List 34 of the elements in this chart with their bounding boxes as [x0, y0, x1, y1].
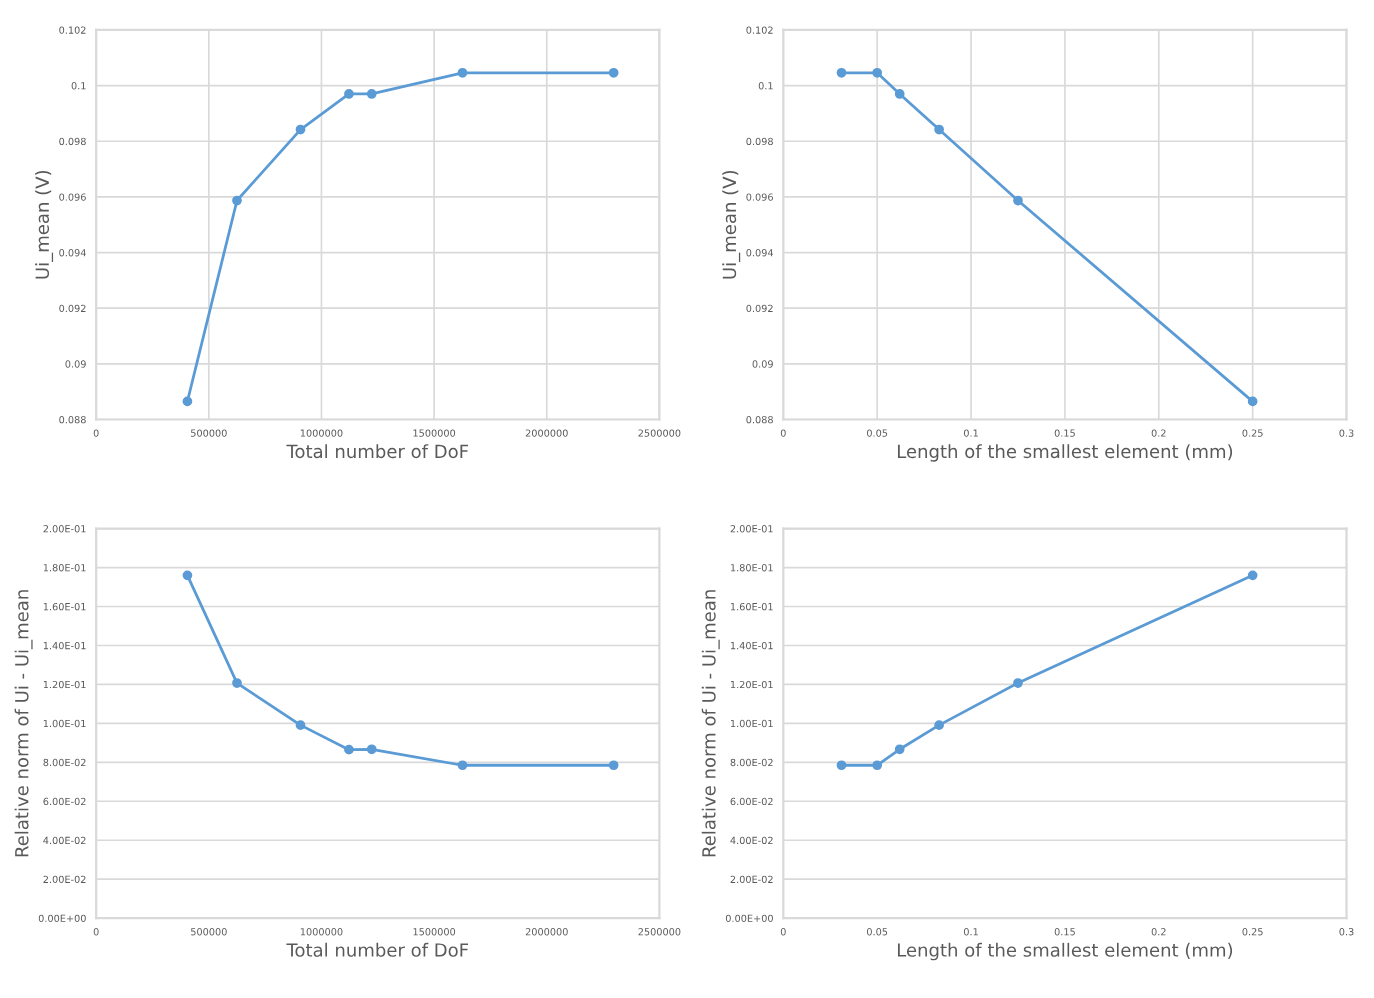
point [344, 744, 354, 755]
point [232, 195, 242, 206]
y-axis-title: Relative norm of Ui - Ui_mean [14, 590, 33, 857]
point [894, 744, 905, 755]
y-axis-title: Relative norm of Ui - Ui_mean [701, 590, 720, 857]
x-axis-title: Length of the smallest element (mm) [897, 444, 1233, 462]
point [457, 760, 468, 771]
x-axis-title: Total number of DoF [286, 942, 469, 957]
x-axis-title: Total number of DoF [286, 444, 469, 459]
point [934, 720, 944, 730]
point [1013, 195, 1023, 206]
point [608, 67, 619, 78]
point [366, 89, 377, 99]
point [366, 744, 377, 755]
point [344, 89, 354, 99]
point [934, 124, 944, 135]
point [872, 67, 883, 78]
point [295, 720, 306, 730]
point [1247, 396, 1258, 407]
point [457, 67, 468, 78]
point [295, 124, 306, 135]
point [894, 89, 905, 99]
y-axis-title: Ui_mean (V) [35, 170, 54, 279]
point [182, 396, 193, 407]
point [1247, 570, 1258, 581]
point [1013, 678, 1023, 688]
point [608, 760, 619, 771]
point [872, 760, 883, 771]
point [232, 678, 242, 688]
point [182, 570, 193, 581]
point [836, 67, 847, 78]
x-axis-title: Length of the smallest element (mm) [897, 942, 1233, 961]
y-axis-title: Ui_mean (V) [722, 170, 741, 279]
point [836, 760, 847, 771]
